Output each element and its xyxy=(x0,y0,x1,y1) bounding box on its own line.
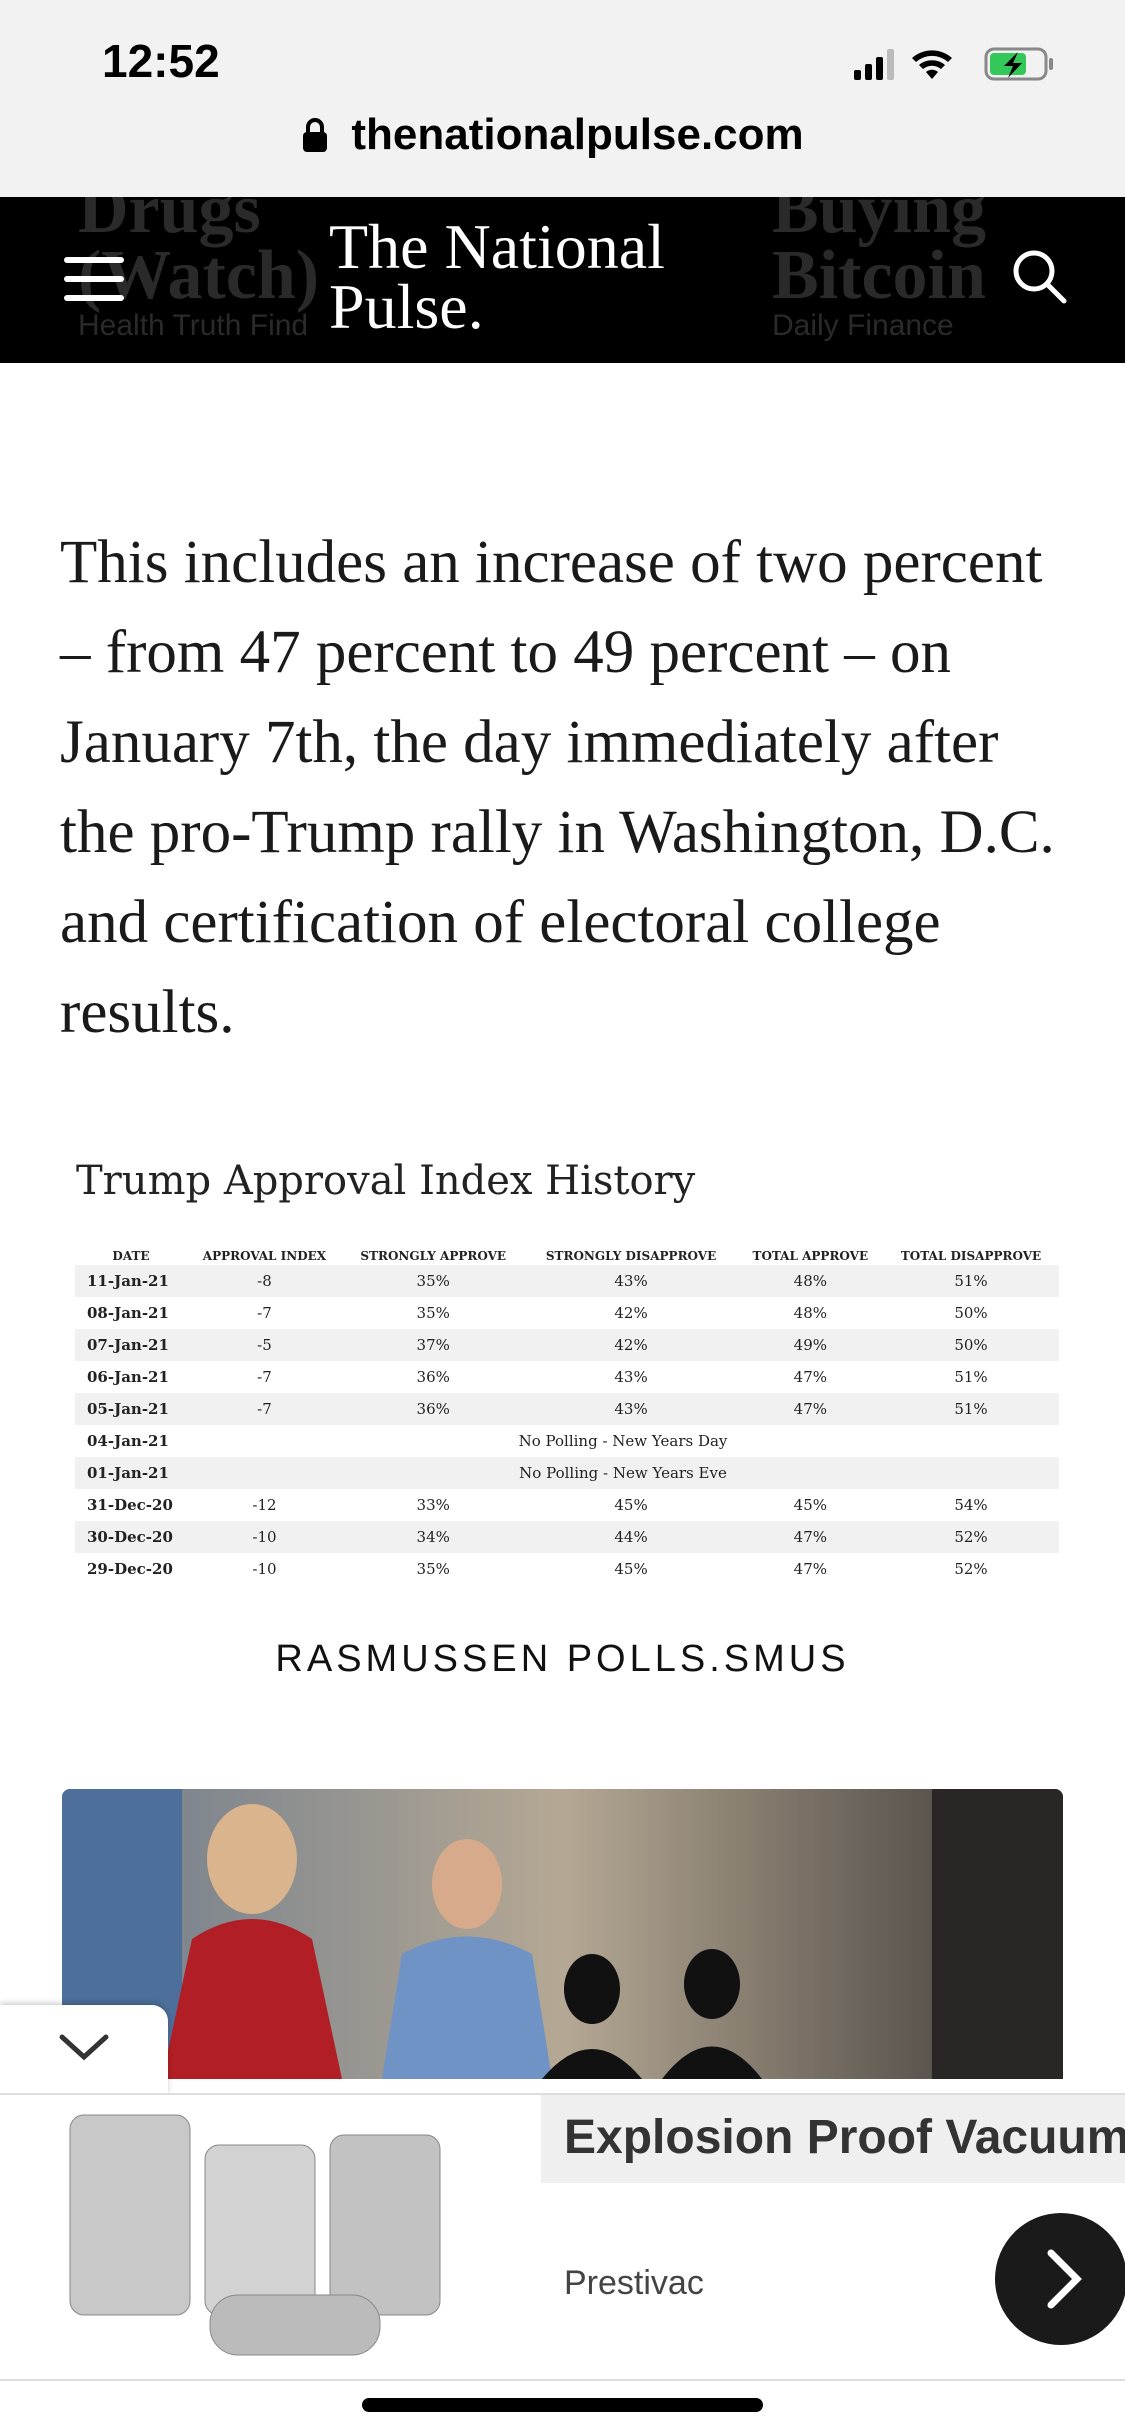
table-row: 01-Jan-21 No Polling - New Years Eve xyxy=(75,1457,1059,1489)
table-cell: 43% xyxy=(524,1265,738,1297)
table-cell: -5 xyxy=(187,1329,342,1361)
article-photo[interactable] xyxy=(62,1789,1063,2079)
table-cell: 50% xyxy=(883,1329,1059,1361)
table-cell: 51% xyxy=(883,1265,1059,1297)
table-title: Trump Approval Index History xyxy=(76,1158,696,1204)
menu-button[interactable] xyxy=(64,255,126,305)
background-source: Daily Finance xyxy=(772,309,954,342)
table-cell: 43% xyxy=(524,1393,738,1425)
table-cell: 48% xyxy=(793,1304,827,1322)
table-cell: 11-Jan-21 xyxy=(75,1265,187,1297)
home-indicator xyxy=(362,2398,763,2412)
table-cell: No Polling - New Years Day xyxy=(518,1432,728,1450)
table-cell: No Polling - New Years Eve xyxy=(187,1457,1059,1489)
table-cell: 47% xyxy=(793,1368,827,1386)
background-headline: Buying Bitcoin xyxy=(772,197,986,314)
column-header: TOTAL DISAPPROVE xyxy=(900,1249,1042,1263)
table-cell: 29-Dec-20 xyxy=(87,1560,173,1578)
table-row: 29-Dec-20 -10 35% 45% 47% 52% xyxy=(75,1553,1059,1585)
table-cell: 47% xyxy=(737,1393,884,1425)
table-cell: 30-Dec-20 xyxy=(75,1521,187,1553)
image-caption: RASMUSSEN POLLS.SMUS xyxy=(275,1638,850,1680)
table-cell: 51% xyxy=(954,1368,988,1386)
background-source: Health Truth Find xyxy=(78,309,309,342)
table-cell: 37% xyxy=(341,1329,525,1361)
table-cell: 31-Dec-20 xyxy=(87,1496,173,1514)
article-paragraph: This includes an increase of two percent… xyxy=(60,529,1055,1046)
table-cell: 52% xyxy=(883,1521,1059,1553)
table-row: 05-Jan-21 -7 36% 43% 47% 51% xyxy=(75,1393,1059,1425)
table-cell: 54% xyxy=(954,1496,988,1514)
approval-table: DATE APPROVAL INDEX STRONGLY APPROVE STRONG… xyxy=(75,1228,1059,1585)
table-cell: 04-Jan-21 xyxy=(87,1432,169,1450)
table-cell: 33% xyxy=(416,1496,450,1514)
table-cell: -8 xyxy=(187,1265,342,1297)
ad-title-band xyxy=(541,2095,1125,2183)
table-cell: 45% xyxy=(793,1496,827,1514)
collapse-tab[interactable] xyxy=(0,2005,168,2095)
table-cell: 45% xyxy=(614,1560,648,1578)
table-cell: 08-Jan-21 xyxy=(87,1304,169,1322)
status-bar: 12:52 thenationalpulse.com xyxy=(0,0,1125,197)
url[interactable]: thenationalpulse.com xyxy=(351,110,804,159)
site-header: Drugs (Watch) Health Truth Find Buying B… xyxy=(0,197,1125,363)
table-cell: 44% xyxy=(524,1521,738,1553)
ad-image xyxy=(69,2114,441,2356)
table-cell: 01-Jan-21 xyxy=(75,1457,187,1489)
time: 12:52 xyxy=(102,35,220,87)
table-row: 30-Dec-20 -10 34% 44% 47% 52% xyxy=(75,1521,1059,1553)
table-cell: 07-Jan-21 xyxy=(75,1329,187,1361)
status-icons xyxy=(854,47,1053,81)
table-cell: 45% xyxy=(614,1496,648,1514)
table-cell: -10 xyxy=(252,1560,277,1578)
table-cell: 51% xyxy=(883,1393,1059,1425)
table-cell: 35% xyxy=(341,1265,525,1297)
table-cell: 36% xyxy=(341,1393,525,1425)
table-cell: 48% xyxy=(737,1265,884,1297)
table-cell: 47% xyxy=(737,1521,884,1553)
table-row: 11-Jan-21 -8 35% 43% 48% 51% xyxy=(75,1265,1059,1297)
column-header: DATE xyxy=(112,1249,150,1263)
background-headline: Drugs (Watch) xyxy=(78,197,320,314)
ad-brand[interactable]: Prestivac xyxy=(564,2264,704,2302)
table-cell: 42% xyxy=(614,1304,648,1322)
table-cell: -10 xyxy=(187,1521,342,1553)
table-cell: -7 xyxy=(257,1304,272,1322)
table-cell: 49% xyxy=(737,1329,884,1361)
ad-next-button[interactable] xyxy=(995,2213,1125,2345)
table-cell: -12 xyxy=(252,1496,277,1514)
table-row: 04-Jan-21 No Polling - New Years Day xyxy=(75,1425,1059,1457)
table-cell: -7 xyxy=(257,1368,272,1386)
column-header: STRONGLY APPROVE xyxy=(360,1249,507,1263)
ad-title[interactable]: Explosion Proof Vacuum xyxy=(564,2111,1125,2164)
table-cell: 43% xyxy=(614,1368,648,1386)
lock-icon xyxy=(303,118,327,152)
table-cell: 47% xyxy=(793,1560,827,1578)
table-cell: 36% xyxy=(416,1368,450,1386)
table-row: 06-Jan-21 -7 36% 43% 47% 51% xyxy=(75,1361,1059,1393)
table-cell: 52% xyxy=(954,1560,988,1578)
column-header: STRONGLY DISAPPROVE xyxy=(545,1249,717,1263)
column-header: APPROVAL INDEX xyxy=(202,1249,327,1263)
table-cell: 35% xyxy=(416,1304,450,1322)
table-cell: 42% xyxy=(524,1329,738,1361)
table-cell: 34% xyxy=(341,1521,525,1553)
table-cell: 05-Jan-21 xyxy=(75,1393,187,1425)
table-row: 08-Jan-21 -7 35% 42% 48% 50% xyxy=(75,1297,1059,1329)
table-cell: 35% xyxy=(416,1560,450,1578)
site-name[interactable]: The National Pulse. xyxy=(329,211,665,342)
table-row: 31-Dec-20 -12 33% 45% 45% 54% xyxy=(75,1489,1059,1521)
column-header: TOTAL APPROVE xyxy=(752,1249,869,1263)
table-cell: 50% xyxy=(954,1304,988,1322)
table-cell: 06-Jan-21 xyxy=(87,1368,169,1386)
table-cell: -7 xyxy=(187,1393,342,1425)
search-button[interactable] xyxy=(1010,247,1070,307)
table-row: 07-Jan-21 -5 37% 42% 49% 50% xyxy=(75,1329,1059,1361)
